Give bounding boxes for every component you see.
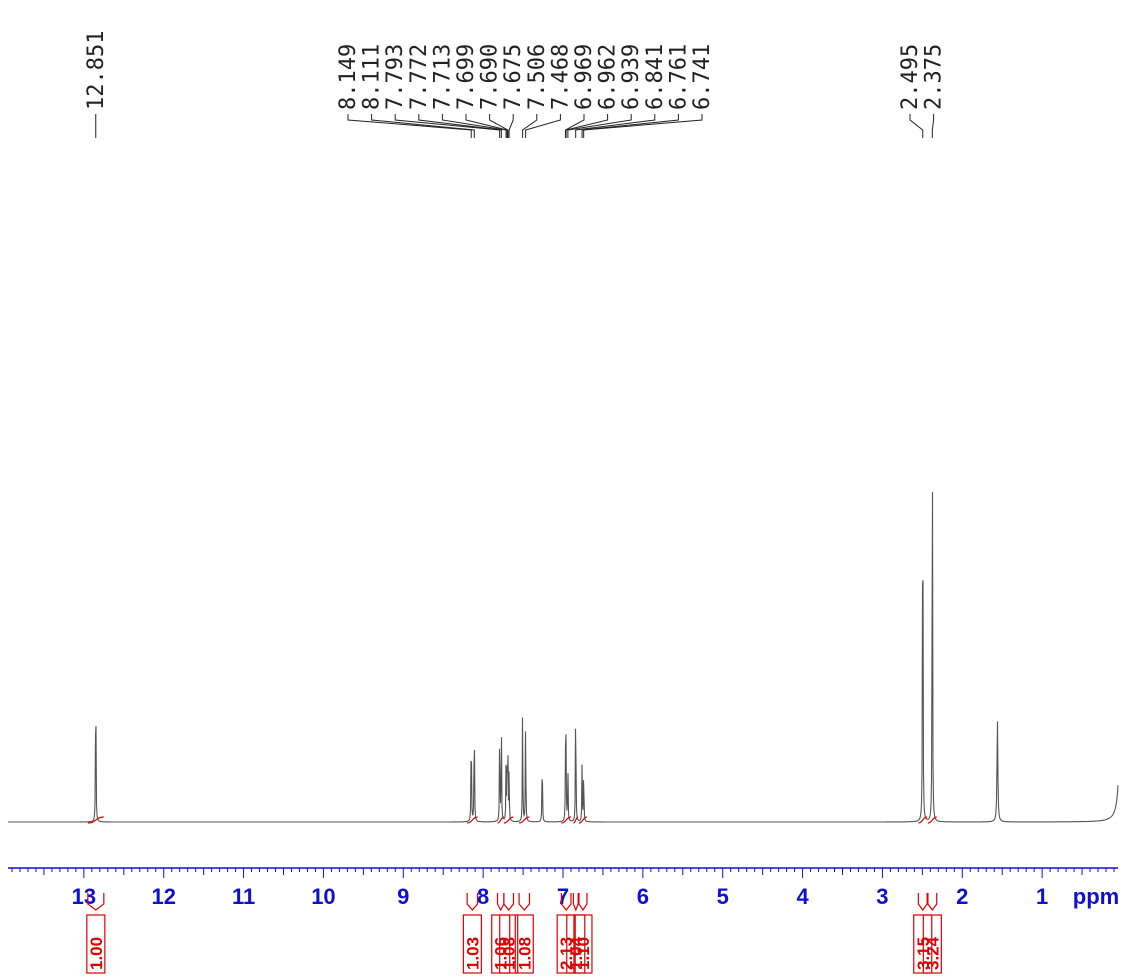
tick-label: 5: [717, 884, 729, 909]
integral-curve: [503, 816, 514, 824]
spectrum-group: [8, 491, 1119, 823]
integral-bracket: [927, 893, 938, 912]
tick-label: 4: [796, 884, 809, 909]
peak-label: 8.149: [336, 44, 361, 110]
integral-bracket: [560, 893, 572, 911]
peak-label: 2.375: [922, 44, 947, 110]
integral-bracket: [917, 893, 928, 912]
integral-box: [514, 914, 534, 974]
peak-label: 8.111: [360, 44, 385, 110]
tick-label: 8: [477, 884, 489, 909]
integral-label: 3.24: [923, 936, 942, 970]
peak-leader: [371, 114, 475, 138]
peak-label: 7.772: [407, 44, 432, 110]
tick-label: 9: [397, 884, 409, 909]
tick-label: 7: [557, 884, 569, 909]
integral-box: [499, 914, 519, 974]
peak-leader: [418, 114, 502, 138]
integral-box: [573, 914, 593, 974]
peak-leader: [489, 114, 509, 138]
integral-curve: [927, 816, 937, 824]
spectrum-trace: [8, 491, 1119, 823]
peak-leader: [565, 114, 609, 138]
peak-leader: [441, 114, 507, 138]
peak-leader: [522, 114, 538, 138]
integral-curve: [519, 816, 530, 824]
integral-bracket: [578, 893, 588, 912]
integral-box: [922, 914, 942, 974]
integral-curve: [497, 816, 505, 824]
integral-curve: [573, 816, 579, 824]
peak-label: 7.675: [501, 44, 526, 110]
integral-label: 1.08: [515, 937, 534, 970]
integral-bracket: [466, 893, 479, 911]
peak-label: 2.495: [898, 44, 923, 110]
x-axis: ppm 13 12 11 10 9 8 7 6 5 4 3 2 1: [8, 867, 1119, 909]
tick-label: 12: [151, 884, 175, 909]
peak-label: 6.761: [666, 44, 691, 110]
integral-curve: [87, 816, 104, 824]
integral-curve: [561, 816, 572, 824]
peak-label: 7.690: [478, 44, 503, 110]
peak-label: 6.841: [643, 44, 668, 110]
tick-label: 10: [311, 884, 335, 909]
integral-box: [462, 914, 482, 974]
peak-label: 7.506: [525, 44, 550, 110]
peak-label: 12.851: [84, 31, 109, 110]
integral-bracket: [87, 893, 105, 911]
peak-label-group: 12.851 8.1498.1117.7937.7727.7137.6997.69…: [84, 31, 947, 138]
integral-label: 1.06: [492, 937, 511, 970]
integral-label: 1.00: [87, 937, 106, 970]
integral-label: 1.10: [574, 937, 593, 970]
integral-group: 1.00 1.03 1.061.081.08 2.131.041.10 3.153.24: [86, 816, 942, 974]
peak-label: 7.699: [454, 44, 479, 110]
peak-label: 6.969: [572, 44, 597, 110]
peak-label: 7.713: [430, 44, 455, 110]
peak-leader: [583, 114, 703, 138]
peak-leader: [581, 114, 679, 138]
tick-label: 6: [637, 884, 649, 909]
peak-leader: [347, 114, 472, 138]
integral-label: 1.04: [567, 936, 586, 970]
peak-leader: [931, 114, 935, 138]
integral-bracket: [496, 893, 505, 912]
tick-label: 11: [232, 884, 255, 909]
peak-leader: [909, 114, 924, 138]
integral-label: 1.03: [463, 937, 482, 970]
tick-label: 1: [1036, 884, 1048, 909]
peak-leader: [465, 114, 508, 138]
integral-label: 1.08: [500, 937, 519, 970]
peak-label: 6.741: [690, 44, 715, 110]
peak-label: 7.468: [548, 44, 573, 110]
peak-label: 6.962: [596, 44, 621, 110]
integral-bracket: [572, 893, 579, 912]
peak-leader: [394, 114, 501, 138]
peak-leader: [508, 114, 514, 138]
integral-curve: [578, 816, 588, 824]
peak-label: 7.793: [383, 44, 408, 110]
tick-label: 13: [72, 884, 96, 909]
integral-curve: [467, 816, 478, 824]
tick-label: 3: [876, 884, 888, 909]
peak-leader: [525, 114, 561, 138]
integral-curve: [918, 816, 928, 824]
x-axis-label: ppm: [1073, 884, 1119, 909]
tick-label: 2: [956, 884, 968, 909]
integral-bracket: [518, 893, 531, 911]
integral-box: [86, 914, 106, 974]
integral-bracket: [503, 893, 515, 911]
peak-leader: [575, 114, 656, 138]
peak-leader: [567, 114, 632, 138]
peak-label: 6.939: [619, 44, 644, 110]
peak-leader: [564, 114, 585, 138]
